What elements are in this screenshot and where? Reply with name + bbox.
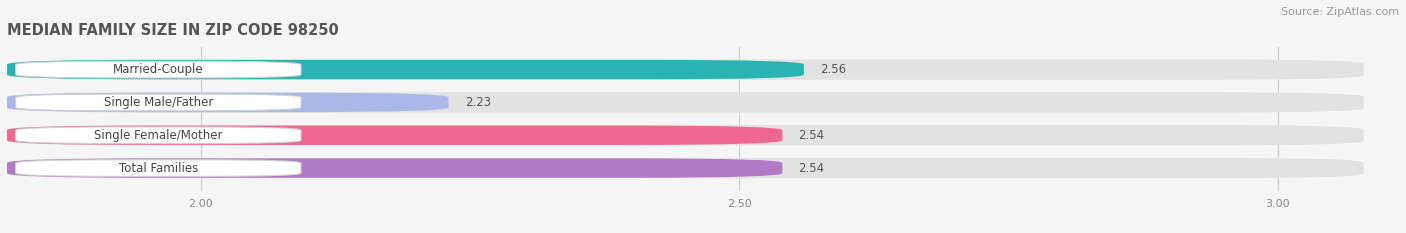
FancyBboxPatch shape	[7, 60, 804, 79]
FancyBboxPatch shape	[15, 94, 301, 111]
FancyBboxPatch shape	[7, 93, 449, 112]
FancyBboxPatch shape	[7, 92, 1364, 113]
Text: Single Male/Father: Single Male/Father	[104, 96, 214, 109]
Text: Total Families: Total Families	[118, 161, 198, 175]
FancyBboxPatch shape	[7, 125, 1364, 145]
FancyBboxPatch shape	[15, 61, 301, 78]
FancyBboxPatch shape	[7, 158, 1364, 178]
Text: MEDIAN FAMILY SIZE IN ZIP CODE 98250: MEDIAN FAMILY SIZE IN ZIP CODE 98250	[7, 24, 339, 38]
FancyBboxPatch shape	[15, 160, 301, 176]
Text: 2.54: 2.54	[799, 161, 824, 175]
Text: 2.23: 2.23	[464, 96, 491, 109]
FancyBboxPatch shape	[7, 158, 782, 178]
Text: 2.56: 2.56	[820, 63, 846, 76]
Text: Source: ZipAtlas.com: Source: ZipAtlas.com	[1281, 7, 1399, 17]
Text: 2.54: 2.54	[799, 129, 824, 142]
FancyBboxPatch shape	[7, 126, 782, 145]
FancyBboxPatch shape	[7, 59, 1364, 80]
Text: Single Female/Mother: Single Female/Mother	[94, 129, 222, 142]
Text: Married-Couple: Married-Couple	[112, 63, 204, 76]
FancyBboxPatch shape	[15, 127, 301, 144]
